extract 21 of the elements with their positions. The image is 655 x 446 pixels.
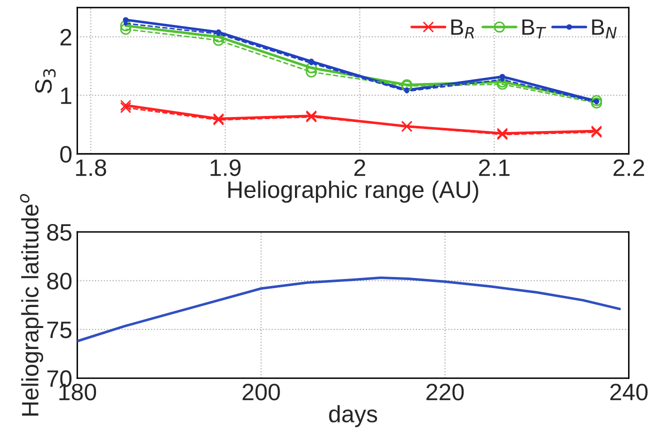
y-tick-label: 85	[47, 224, 72, 241]
x-tick-label: 1.8	[76, 159, 106, 176]
x-tick-label: 2.2	[614, 159, 644, 176]
x-tick-label: 1.9	[210, 159, 241, 176]
y-tick-label: 80	[47, 272, 72, 290]
x-tick-label: 200	[242, 384, 280, 400]
y-axis-title: Heliographic latitude$^{o}$	[20, 194, 44, 416]
y-tick-label: 75	[47, 322, 72, 338]
x-axis-title: days	[329, 405, 378, 428]
x-tick-label: 220	[426, 384, 464, 400]
y-axis-title: S$_{3}$	[35, 69, 56, 94]
y-tick-label: 0	[60, 146, 72, 163]
legend-label: B$_{T}$	[522, 19, 546, 38]
x-tick-label: 2.1	[479, 159, 510, 176]
x-tick-label: 240	[610, 384, 648, 400]
legend-label: B$_{R}$	[451, 19, 474, 38]
y-tick-label: 1	[61, 88, 72, 104]
legend-label: B$_{N}$	[592, 19, 617, 38]
y-tick-label: 2	[60, 28, 72, 46]
x-tick-label: 2	[354, 159, 366, 176]
x-axis-title: Heliographic range (AU)	[228, 180, 478, 203]
